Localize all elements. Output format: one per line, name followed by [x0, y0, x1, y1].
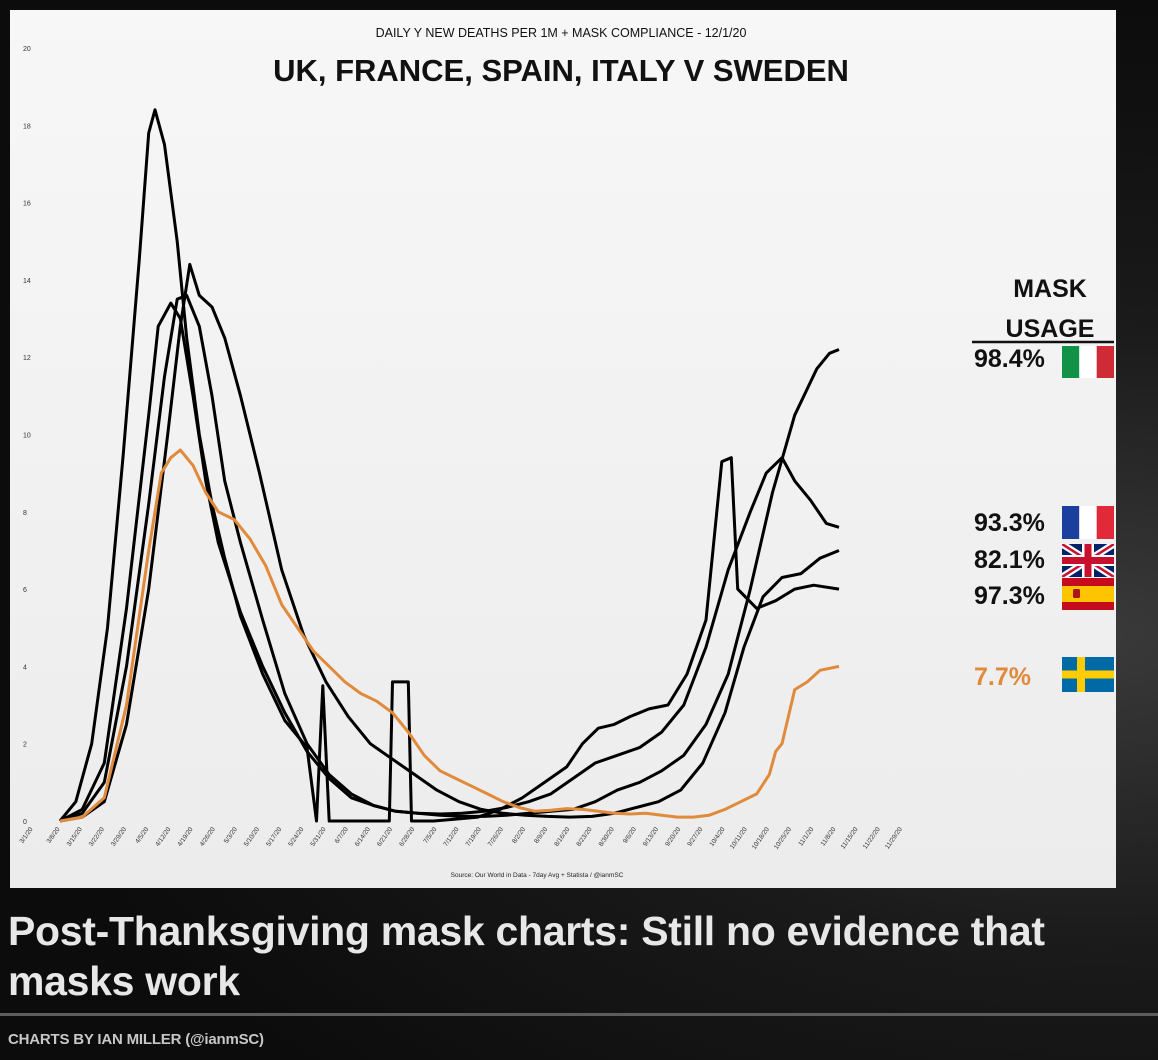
x-tick-label: 11/22/20: [862, 826, 882, 851]
x-tick-label: 8/9/20: [533, 826, 549, 845]
mask-label-uk: 82.1%: [974, 546, 1045, 574]
x-tick-label: 9/20/20: [664, 826, 682, 848]
x-tick-label: 6/28/20: [398, 826, 416, 848]
x-tick-label: 11/1/20: [797, 826, 815, 848]
x-tick-label: 7/12/20: [442, 826, 460, 848]
x-tick-label: 3/22/20: [88, 826, 106, 848]
x-tick-label: 8/30/20: [598, 826, 616, 848]
series-line-sweden: [59, 448, 840, 823]
x-tick-label: 10/4/20: [708, 826, 726, 848]
y-tick-label: 8: [23, 510, 27, 517]
y-tick-label: 10: [23, 433, 31, 440]
mask-label-sweden: 7.7%: [974, 663, 1031, 691]
france-flag: [1062, 506, 1114, 539]
y-tick-label: 18: [23, 123, 31, 130]
x-tick-label: 7/5/20: [422, 826, 438, 845]
x-tick-label: 11/8/20: [820, 826, 838, 848]
y-tick-label: 6: [23, 587, 27, 594]
x-tick-label: 9/27/20: [686, 826, 704, 848]
y-tick-label: 2: [23, 742, 27, 749]
x-tick-label: 5/10/20: [243, 826, 261, 848]
chart-subtitle: DAILY Y NEW DEATHS PER 1M + MASK COMPLIA…: [376, 26, 747, 40]
x-tick-label: 4/26/20: [199, 826, 217, 848]
x-tick-label: 5/17/20: [265, 826, 283, 848]
chart-title: UK, FRANCE, SPAIN, ITALY V SWEDEN: [273, 53, 849, 88]
y-axis-ticks: 0 2 4 6 8 10 12 14 16 18 20: [23, 46, 31, 826]
y-tick-label: 16: [23, 201, 31, 208]
x-tick-label: 6/7/20: [334, 826, 350, 845]
x-tick-label: 10/11/20: [729, 826, 749, 851]
x-tick-label: 3/1/20: [19, 826, 35, 845]
headline: Post-Thanksgiving mask charts: Still no …: [8, 908, 1045, 1004]
credit-line: CHARTS BY IAN MILLER (@ianmSC): [8, 1031, 264, 1048]
x-tick-label: 10/25/20: [773, 826, 793, 851]
divider: [0, 1013, 1158, 1016]
x-tick-label: 11/29/20: [884, 826, 904, 851]
x-tick-label: 9/13/20: [642, 826, 660, 848]
spain-flag: [1062, 578, 1114, 610]
italy-flag: [1062, 346, 1114, 378]
x-tick-label: 8/16/20: [553, 826, 571, 848]
series-lines: [58, 108, 840, 823]
x-axis-ticks: 3/1/20 3/8/20 3/15/20 3/22/20 3/29/20 4/5/20 4…: [19, 826, 905, 851]
x-tick-label: 7/26/20: [487, 826, 505, 848]
y-tick-label: 4: [23, 664, 27, 671]
sweden-flag: [1062, 657, 1114, 692]
x-tick-label: 7/19/20: [465, 826, 483, 848]
x-tick-label: 6/21/20: [376, 826, 394, 848]
series-line-italy: [59, 301, 840, 823]
y-tick-label: 0: [23, 819, 27, 826]
series-line-spain: [58, 108, 840, 823]
mask-label-france: 93.3%: [974, 509, 1045, 537]
y-tick-label: 20: [23, 46, 31, 53]
line-chart: DAILY Y NEW DEATHS PER 1M + MASK COMPLIA…: [19, 26, 1114, 879]
legend-title-line2: USAGE: [1006, 315, 1095, 343]
legend-title-line1: MASK: [1013, 275, 1087, 303]
x-tick-label: 9/6/20: [622, 826, 638, 845]
x-tick-label: 11/15/20: [840, 826, 860, 851]
y-tick-label: 12: [23, 355, 31, 362]
y-tick-label: 14: [23, 278, 31, 285]
x-tick-label: 5/3/20: [223, 826, 239, 845]
x-tick-label: 3/29/20: [110, 826, 128, 848]
x-tick-label: 10/18/20: [751, 826, 771, 851]
series-line-france: [59, 293, 840, 823]
mask-label-spain: 97.3%: [974, 582, 1045, 610]
x-tick-label: 4/5/20: [134, 826, 150, 845]
x-tick-label: 3/8/20: [46, 826, 62, 845]
x-tick-label: 4/12/20: [154, 826, 172, 848]
x-tick-label: 5/24/20: [287, 826, 305, 848]
chart-panel: DAILY Y NEW DEATHS PER 1M + MASK COMPLIA…: [10, 10, 1116, 888]
mask-labels: 98.4% 93.3% 82.1% 97.3% 7.7%: [974, 345, 1045, 691]
mask-label-italy: 98.4%: [974, 345, 1045, 373]
x-tick-label: 4/19/20: [176, 826, 194, 848]
x-tick-label: 8/23/20: [575, 826, 593, 848]
source-note: Source: Our World in Data - 7day Avg + S…: [451, 872, 624, 879]
x-tick-label: 3/15/20: [66, 826, 84, 848]
x-tick-label: 5/31/20: [309, 826, 327, 848]
series-line-uk: [59, 262, 840, 823]
x-tick-label: 8/2/20: [511, 826, 527, 845]
uk-flag: [1062, 544, 1114, 577]
x-tick-label: 6/14/20: [354, 826, 372, 848]
